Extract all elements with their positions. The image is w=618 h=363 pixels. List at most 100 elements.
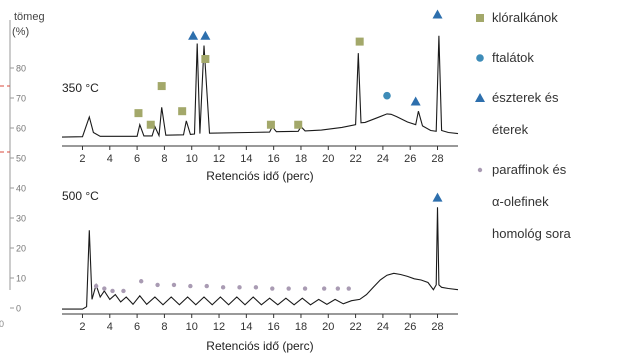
x-tick-label-500c: 16	[268, 321, 280, 333]
paraffin-olefin-marker	[302, 286, 308, 291]
x-tick-label-350c: 22	[349, 153, 361, 165]
chloroalkane-marker	[134, 109, 143, 118]
legend: klóralkánok ftalátok észterek és éterek para…	[475, 10, 572, 241]
peak-markers-350c	[134, 9, 443, 129]
ester-ether-marker	[188, 30, 199, 40]
left-axis-tick-label: 0	[16, 304, 21, 314]
x-ticks-350c: 2 4 6 8 10 12 14 16 18 20 22 24 26 28	[79, 146, 444, 165]
x-tick-label-500c: 14	[240, 321, 252, 333]
paraffin-olefin-marker	[286, 286, 291, 291]
paraffin-olefin-marker	[110, 288, 115, 294]
left-axis-tick-label: 50	[16, 154, 26, 164]
chloroalkane-marker	[178, 107, 187, 116]
x-tick-label-500c: 6	[134, 321, 140, 333]
legend-ester-ether-label: észterek és	[492, 90, 559, 105]
chromatogram-350c: 350 °C 2 4 6 8 10 12 14 16 18 20 22 24 26 28 Retenció…	[61, 9, 459, 183]
legend-paraffin-olefin-label: α-olefinek	[492, 194, 549, 209]
panel-label-500c: 500 °C	[62, 189, 99, 203]
paraffin-olefin-marker	[102, 286, 107, 291]
left-mass-axis: tömeg (%) 80 70 60 50 40 30 20 10 0 0	[0, 11, 45, 329]
x-tick-label-350c: 4	[107, 153, 113, 165]
x-tick-label-350c: 24	[377, 153, 389, 165]
legend-chloroalkane-label: klóralkánok	[492, 10, 558, 25]
ester-ether-marker	[410, 96, 421, 106]
peak-markers-500c	[93, 192, 443, 294]
x-tick-label-350c: 10	[186, 153, 198, 165]
left-edge-label: 0	[0, 319, 4, 329]
legend-paraffin-olefin-label: paraffinok és	[492, 162, 567, 177]
x-tick-label-500c: 8	[161, 321, 167, 333]
paraffin-olefin-marker	[270, 286, 275, 291]
left-axis-unit: (%)	[12, 26, 29, 38]
x-tick-label-350c: 8	[161, 153, 167, 165]
paraffin-olefin-marker	[237, 285, 242, 290]
x-tick-label-500c: 2	[79, 321, 85, 333]
x-tick-label-350c: 2	[79, 153, 85, 165]
ester-ether-marker	[432, 9, 443, 19]
paraffin-olefin-marker	[321, 286, 327, 291]
left-axis-title: tömeg	[14, 11, 45, 23]
paraffin-olefin-marker	[139, 279, 144, 284]
paraffin-olefin-marker	[346, 286, 351, 291]
x-tick-label-350c: 6	[134, 153, 140, 165]
x-ticks-500c: 2 4 6 8 10 12 14 16 18 20 22 24 26 28	[79, 314, 444, 333]
paraffin-olefin-marker	[220, 285, 226, 290]
paraffin-olefin-marker	[335, 286, 341, 291]
legend-paraffin-olefin-label: homológ sora	[492, 226, 572, 241]
legend-paraffin-olefin-symbol	[477, 167, 483, 173]
chloroalkane-marker	[355, 37, 364, 46]
chromatogram-trace-350c	[61, 35, 459, 138]
left-axis-tick-label: 60	[16, 124, 26, 134]
x-tick-label-350c: 16	[268, 153, 280, 165]
left-axis-ticks: 80 70 60 50 40 30 20 10 0	[10, 64, 26, 314]
paraffin-olefin-marker	[253, 285, 259, 290]
phthalate-marker	[383, 91, 391, 100]
left-axis-tick-label: 80	[16, 64, 26, 74]
x-axis-label-350c: Retenciós idő (perc)	[206, 169, 313, 183]
x-tick-label-350c: 28	[431, 153, 443, 165]
x-tick-label-500c: 28	[431, 321, 443, 333]
chromatogram-500c: 500 °C 2 4 6 8 10 12 14 16 18 20 22 24 26 28 Retenció…	[62, 189, 459, 353]
legend-ester-ether-symbol	[475, 93, 485, 102]
ester-ether-marker	[432, 192, 443, 202]
chloroalkane-marker	[201, 55, 210, 63]
chloroalkane-marker	[294, 120, 303, 129]
x-tick-label-350c: 20	[322, 153, 334, 165]
chloroalkane-marker	[157, 82, 166, 91]
x-tick-label-500c: 20	[322, 321, 334, 333]
paraffin-olefin-marker	[188, 283, 193, 289]
x-tick-label-500c: 18	[295, 321, 307, 333]
left-axis-tick-label: 20	[16, 244, 26, 254]
paraffin-olefin-marker	[93, 283, 99, 289]
ester-ether-marker	[200, 30, 211, 40]
chromatogram-trace-500c	[62, 207, 459, 310]
x-tick-label-500c: 22	[349, 321, 361, 333]
paraffin-olefin-marker	[155, 282, 160, 288]
legend-phthalate-symbol	[476, 54, 484, 62]
legend-phthalate-label: ftalátok	[492, 50, 534, 65]
left-axis-tick-label: 10	[16, 274, 26, 284]
x-tick-label-500c: 12	[213, 321, 225, 333]
x-tick-label-350c: 26	[404, 153, 416, 165]
x-axis-label-500c: Retenciós idő (perc)	[206, 339, 313, 353]
x-tick-label-350c: 12	[213, 153, 225, 165]
chloroalkane-marker	[146, 120, 155, 129]
legend-chloroalkane-symbol	[476, 14, 484, 22]
x-tick-label-500c: 10	[186, 321, 198, 333]
x-tick-label-500c: 4	[107, 321, 113, 333]
left-axis-tick-label: 70	[16, 94, 26, 104]
x-tick-label-350c: 18	[295, 153, 307, 165]
chloroalkane-marker	[266, 120, 275, 129]
paraffin-olefin-marker	[204, 283, 209, 289]
paraffin-olefin-marker	[121, 288, 126, 294]
left-axis-tick-label: 40	[16, 184, 26, 194]
x-tick-label-500c: 26	[404, 321, 416, 333]
paraffin-olefin-marker	[171, 282, 177, 288]
x-tick-label-500c: 24	[377, 321, 389, 333]
legend-ester-ether-label: éterek	[492, 122, 529, 137]
x-tick-label-350c: 14	[240, 153, 252, 165]
panel-label-350c: 350 °C	[62, 81, 99, 95]
left-axis-tick-label: 30	[16, 214, 26, 224]
